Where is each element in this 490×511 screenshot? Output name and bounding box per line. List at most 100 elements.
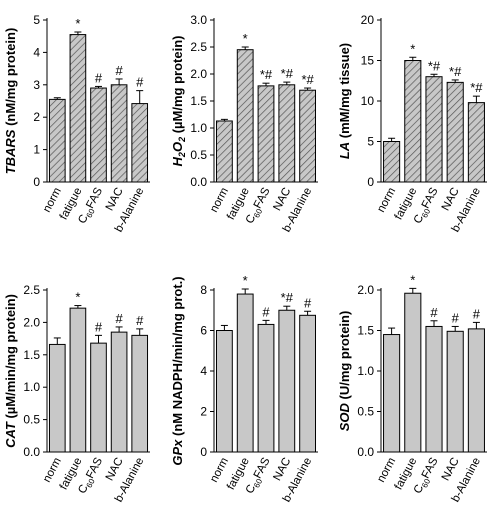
y-tick-label: 4 [33, 45, 40, 59]
bar-la-4 [467, 102, 485, 183]
bar-tbars-1 [69, 34, 87, 183]
y-tick-label: 2.0 [23, 315, 40, 329]
y-tick-label: 0.0 [23, 445, 40, 459]
category-label: NAC [440, 186, 462, 213]
y-tick-label: 10 [361, 94, 375, 108]
y-tick-label: 2.0 [357, 283, 374, 297]
significance-label: # [136, 75, 144, 90]
y-axis-label: SOD (U/mg protein) [337, 311, 352, 432]
y-tick-label: 20 [361, 13, 375, 27]
y-tick-label: 4 [200, 364, 207, 378]
y-tick-label: 15 [361, 54, 375, 68]
y-tick-label: 5 [367, 135, 374, 149]
y-tick-label: 5 [33, 13, 40, 27]
panel-tbars: TBARS (nM/mg protein)012345norm*fatigue#… [3, 13, 150, 234]
bar-la-3 [446, 81, 464, 183]
significance-label: * [243, 31, 248, 46]
category-label: NAC [271, 186, 293, 213]
significance-label: *# [470, 80, 483, 95]
bar-gpx-4 [299, 314, 317, 453]
panel-gpx: GPx (nM NADPH/min/mg prot.)02468norm*fat… [170, 273, 318, 504]
bar-tbars-0 [48, 98, 66, 183]
y-tick-label: 1.0 [190, 121, 207, 135]
bar-cat-2 [90, 342, 107, 453]
significance-label: # [95, 319, 103, 334]
y-tick-label: 0.0 [357, 445, 374, 459]
significance-label: # [115, 63, 123, 78]
y-tick-label: 1.0 [357, 364, 374, 378]
y-axis-label: TBARS (nM/mg protein) [3, 28, 18, 175]
bar-h2o2-4 [299, 89, 317, 183]
significance-label: # [95, 70, 103, 85]
y-tick-label: 1.5 [23, 348, 40, 362]
bar-h2o2-0 [215, 120, 233, 183]
y-tick-label: 3.0 [190, 13, 207, 27]
significance-label: * [75, 290, 80, 305]
y-tick-label: 1.0 [23, 380, 40, 394]
category-label: NAC [440, 456, 462, 483]
significance-label: # [430, 305, 438, 320]
y-tick-label: 6 [200, 324, 207, 338]
y-axis-label: CAT (µM/min/mg protein) [3, 294, 18, 448]
y-axis-label: LA (mM/mg tissue) [337, 43, 352, 159]
y-tick-label: 0 [33, 175, 40, 189]
y-tick-label: 2.5 [190, 40, 207, 54]
bar-la-1 [404, 60, 422, 183]
bar-la-0 [383, 141, 401, 183]
significance-label: * [243, 273, 248, 288]
panel-h2o2: H2O2 (µM/mg protein)0.0 0.5 1.0 1.5 2.0 2.5 3.… [170, 13, 318, 234]
y-tick-label: 2.5 [23, 283, 40, 297]
bar-cat-1 [69, 307, 87, 453]
bar-tbars-2 [90, 87, 107, 183]
bar-sod-3 [446, 330, 464, 453]
y-axis-label: H2O2 (µM/mg protein) [170, 36, 187, 167]
bar-gpx-2 [257, 323, 275, 453]
significance-label: # [304, 295, 312, 310]
bar-gpx-3 [278, 309, 296, 453]
significance-label: * [410, 272, 415, 287]
significance-label: # [452, 310, 460, 325]
significance-label: * [410, 41, 415, 56]
y-axis-label: GPx (nM NADPH/min/mg prot.) [170, 276, 185, 465]
significance-label: # [136, 313, 144, 328]
y-tick-label: 1 [33, 143, 40, 157]
y-tick-label: 8 [200, 283, 207, 297]
y-tick-label: 0.5 [23, 413, 40, 427]
bar-h2o2-3 [278, 84, 296, 183]
significance-label: # [473, 306, 481, 321]
significance-label: *# [281, 66, 294, 81]
panel-la: LA (mM/mg tissue)05101520norm*fatigue*#C… [337, 13, 487, 234]
significance-label: *# [301, 72, 314, 87]
bar-la-2 [425, 76, 443, 183]
bar-sod-1 [404, 292, 422, 453]
significance-label: *# [449, 64, 462, 79]
significance-label: *# [281, 290, 294, 305]
y-tick-label: 0.5 [357, 405, 374, 419]
bar-sod-2 [425, 325, 443, 453]
bar-cat-4 [131, 334, 149, 453]
y-tick-label: 0.5 [190, 148, 207, 162]
y-tick-label: 0 [200, 445, 207, 459]
y-tick-label: 0 [367, 175, 374, 189]
y-tick-label: 1.5 [357, 324, 374, 338]
significance-label: # [115, 311, 123, 326]
y-tick-label: 2 [200, 405, 207, 419]
bar-gpx-1 [236, 293, 254, 453]
bar-sod-4 [467, 328, 485, 453]
significance-label: *# [260, 67, 273, 82]
panel-sod: SOD (U/mg protein)0.00.51.01.52.0norm*fa… [337, 272, 487, 504]
bar-cat-0 [48, 343, 66, 453]
bar-cat-3 [110, 331, 128, 453]
bar-h2o2-1 [236, 49, 254, 183]
bar-h2o2-2 [257, 85, 275, 183]
category-label: NAC [271, 456, 293, 483]
bar-tbars-3 [110, 84, 128, 183]
bar-sod-0 [383, 334, 401, 453]
y-tick-label: 2 [33, 110, 40, 124]
bar-gpx-0 [215, 330, 233, 453]
significance-label: *# [428, 58, 441, 73]
y-tick-label: 0.0 [190, 175, 207, 189]
y-tick-label: 2.0 [190, 67, 207, 81]
y-tick-label: 1.5 [190, 94, 207, 108]
